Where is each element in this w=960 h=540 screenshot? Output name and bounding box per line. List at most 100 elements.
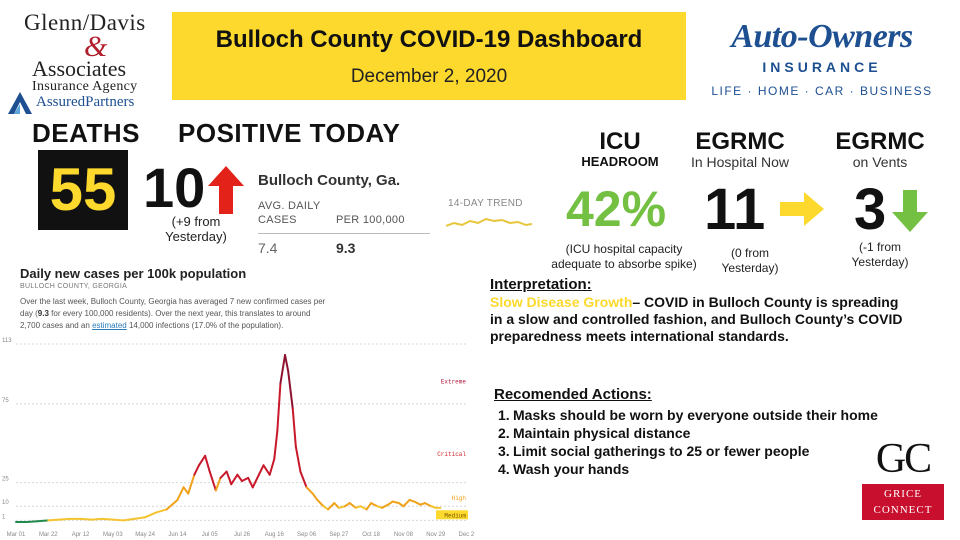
- assured-partners-mark-icon: [8, 92, 32, 114]
- nyt-col1-value: 7.4: [258, 240, 278, 256]
- series-segment: [284, 354, 290, 372]
- up-arrow-icon: [208, 166, 244, 214]
- series-segment: [279, 354, 287, 385]
- list-item: 3. Limit social gatherings to 25 or fewer…: [498, 442, 948, 460]
- action-text: Wash your hands: [513, 461, 630, 477]
- title-banner: Bulloch County COVID-19 Dashboard Decemb…: [172, 12, 686, 100]
- vents-value: 3: [854, 177, 887, 242]
- positive-change-note: (+9 from Yesterday): [165, 214, 227, 244]
- y-tick-label: 1: [2, 514, 6, 520]
- down-arrow-icon: [892, 190, 928, 232]
- series-segment: [208, 470, 217, 492]
- series-segment: [90, 517, 104, 521]
- series-segment: [413, 500, 422, 506]
- series-segment: [236, 473, 243, 483]
- series-segment: [311, 492, 319, 501]
- hospital-value: 11: [704, 177, 766, 242]
- vents-subtitle: on Vents: [852, 154, 908, 170]
- series-segment: [230, 473, 239, 486]
- list-item: 4. Wash your hands: [498, 460, 948, 478]
- zone-label: High: [452, 495, 467, 502]
- glenn-davis-logo: Glenn/Davis & Associates Insurance Agenc…: [6, 6, 166, 114]
- x-tick-label: Jul 26: [234, 532, 251, 538]
- series-segment: [402, 498, 411, 508]
- x-tick-label: Mar 22: [39, 532, 58, 538]
- logo-left-line3: Insurance Agency: [32, 79, 138, 94]
- series-segment: [262, 464, 271, 476]
- logo-left-line1: Glenn/Davis: [24, 10, 146, 35]
- series-segment: [144, 511, 157, 519]
- interpretation-body: – COVID in Bulloch County is spreading i…: [490, 294, 903, 344]
- action-number: 2.: [498, 425, 510, 441]
- vents-title: EGRMC: [835, 128, 925, 155]
- series-segment: [276, 382, 282, 432]
- action-number: 4.: [498, 461, 510, 477]
- series-segment: [111, 518, 125, 522]
- series-segment: [193, 464, 200, 476]
- x-tick-label: Nov 08: [394, 532, 414, 538]
- x-tick-label: Oct 18: [362, 532, 380, 538]
- logo-left-ampersand: &: [84, 30, 108, 63]
- nyt-col1-header: AVG. DAILY CASES: [258, 200, 321, 226]
- action-text: Masks should be worn by everyone outside…: [513, 407, 878, 423]
- interpretation-text: Slow Disease Growth– COVID in Bulloch Co…: [490, 294, 910, 345]
- estimated-link[interactable]: estimated: [92, 321, 127, 330]
- zone-label: Critical: [437, 451, 466, 458]
- logo-left-line2: Associates: [32, 56, 127, 81]
- series-segment: [182, 486, 190, 495]
- chart-title: Daily new cases per 100k population: [20, 266, 247, 281]
- chart-subtitle: BULLOCH COUNTY, GEORGIA: [20, 283, 128, 290]
- icu-title: ICU: [599, 128, 641, 155]
- chart-description: Over the last week, Bulloch County, Geor…: [20, 296, 330, 332]
- hospital-subtitle: In Hospital Now: [690, 154, 790, 170]
- series-segment: [36, 519, 50, 523]
- nyt-col2-header: PER 100,000: [336, 214, 405, 226]
- list-item: 1. Masks should be worn by everyone outsi…: [498, 406, 948, 424]
- grice-connect-logo: GC GRICE CONNECT: [862, 436, 944, 522]
- series-segment: [165, 498, 179, 511]
- series-segment: [257, 464, 265, 476]
- series-segment: [204, 454, 211, 473]
- auto-owners-brand: Auto-Owners: [731, 18, 913, 55]
- interpretation-heading: Interpretation:: [490, 276, 592, 293]
- icu-note: (ICU hospital capacity adequate to absor…: [551, 242, 697, 271]
- series-segment: [337, 505, 347, 509]
- actions-list: 1. Masks should be worn by everyone outsi…: [498, 406, 948, 478]
- y-tick-label: 75: [2, 398, 9, 404]
- series-segment: [47, 518, 61, 522]
- series-segment: [187, 473, 196, 495]
- series-segment: [133, 516, 147, 520]
- icu-subtitle: HEADROOM: [581, 154, 659, 169]
- series-segment: [359, 505, 368, 511]
- series-segment: [380, 503, 390, 509]
- series-segment: [176, 486, 185, 501]
- actions-heading: Recomended Actions:: [494, 386, 652, 403]
- nyt-county-title: Bulloch County, Ga.: [258, 172, 401, 189]
- logo-left-line4: AssuredPartners: [36, 94, 135, 110]
- series-segment: [154, 508, 168, 514]
- zone-label-bg: [436, 510, 468, 520]
- gc-line1: GRICE: [884, 488, 922, 500]
- series-segment: [197, 454, 207, 467]
- cases-line-chart: 1 10 25 75 113 Mar 01 Mar 22 Apr 12 May 03 May 24…: [2, 338, 474, 538]
- nyt-trend-label: 14-DAY TREND: [448, 198, 523, 209]
- positive-today-label: POSITIVE TODAY: [178, 118, 401, 148]
- series-segment: [122, 517, 136, 522]
- x-tick-label: May 24: [135, 532, 155, 538]
- action-number: 3.: [498, 443, 510, 459]
- gc-letters: GC: [875, 436, 932, 482]
- positive-today-value: 10: [143, 156, 206, 219]
- x-tick-label: Aug 16: [265, 532, 285, 538]
- interpretation-highlight: Slow Disease Growth: [490, 294, 633, 310]
- x-tick-label: Sep 27: [329, 532, 349, 538]
- x-tick-label: Jul 05: [202, 532, 219, 538]
- series-segment: [291, 407, 297, 448]
- y-tick-label: 10: [2, 500, 9, 506]
- action-text: Limit social gatherings to 25 or fewer p…: [513, 443, 810, 459]
- series-segment: [247, 476, 254, 489]
- nyt-trend-sparkline: [446, 217, 532, 227]
- deaths-value: 55: [38, 150, 128, 230]
- auto-owners-sub: INSURANCE: [762, 59, 882, 75]
- x-tick-label: Apr 12: [72, 532, 90, 538]
- series-segment: [423, 502, 433, 508]
